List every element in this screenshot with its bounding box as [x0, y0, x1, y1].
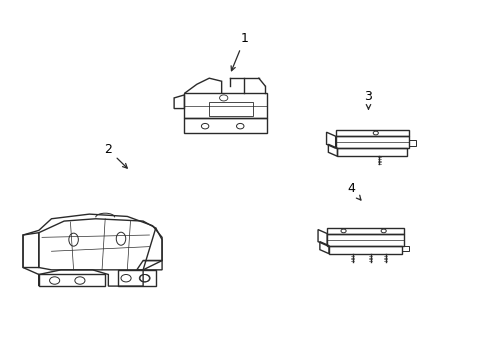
Text: 4: 4 [347, 183, 360, 200]
Text: 3: 3 [364, 90, 372, 109]
Text: 2: 2 [104, 143, 127, 168]
Text: 1: 1 [231, 32, 248, 71]
